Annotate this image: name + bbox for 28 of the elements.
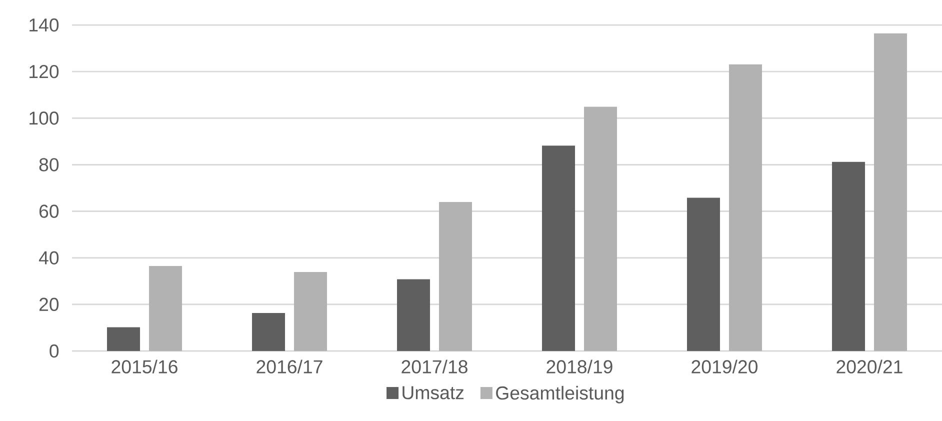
bar	[252, 313, 286, 351]
y-tick-label: 60	[39, 204, 59, 218]
bar	[728, 64, 762, 351]
bar	[149, 266, 182, 351]
bar	[874, 33, 907, 351]
x-tick-label: 2020/21	[836, 360, 902, 374]
x-tick-label: 2018/19	[546, 360, 612, 374]
y-tick-label: 120	[30, 64, 59, 78]
bar	[832, 162, 865, 351]
y-tick-label: 20	[39, 298, 59, 312]
y-tick-label: 0	[50, 344, 59, 358]
x-tick-label: 2015/16	[112, 360, 178, 374]
y-tick-label: 40	[38, 251, 59, 264]
y-tick-label: 140	[30, 18, 59, 32]
y-tick-label: 100	[30, 112, 59, 125]
bar	[107, 327, 140, 351]
bar	[584, 106, 617, 351]
x-tick-label: 2016/17	[256, 360, 322, 374]
legend-label: Gesamtleistung	[496, 386, 624, 404]
bar	[439, 202, 472, 351]
bar	[397, 279, 430, 351]
bar	[294, 272, 328, 351]
x-tick-label: 2019/20	[692, 360, 758, 374]
y-tick-label: 80	[39, 158, 59, 172]
x-tick-label: 2017/18	[402, 360, 468, 374]
bar	[542, 146, 575, 351]
bar	[686, 198, 720, 351]
legend-label: Umsatz	[402, 386, 464, 400]
